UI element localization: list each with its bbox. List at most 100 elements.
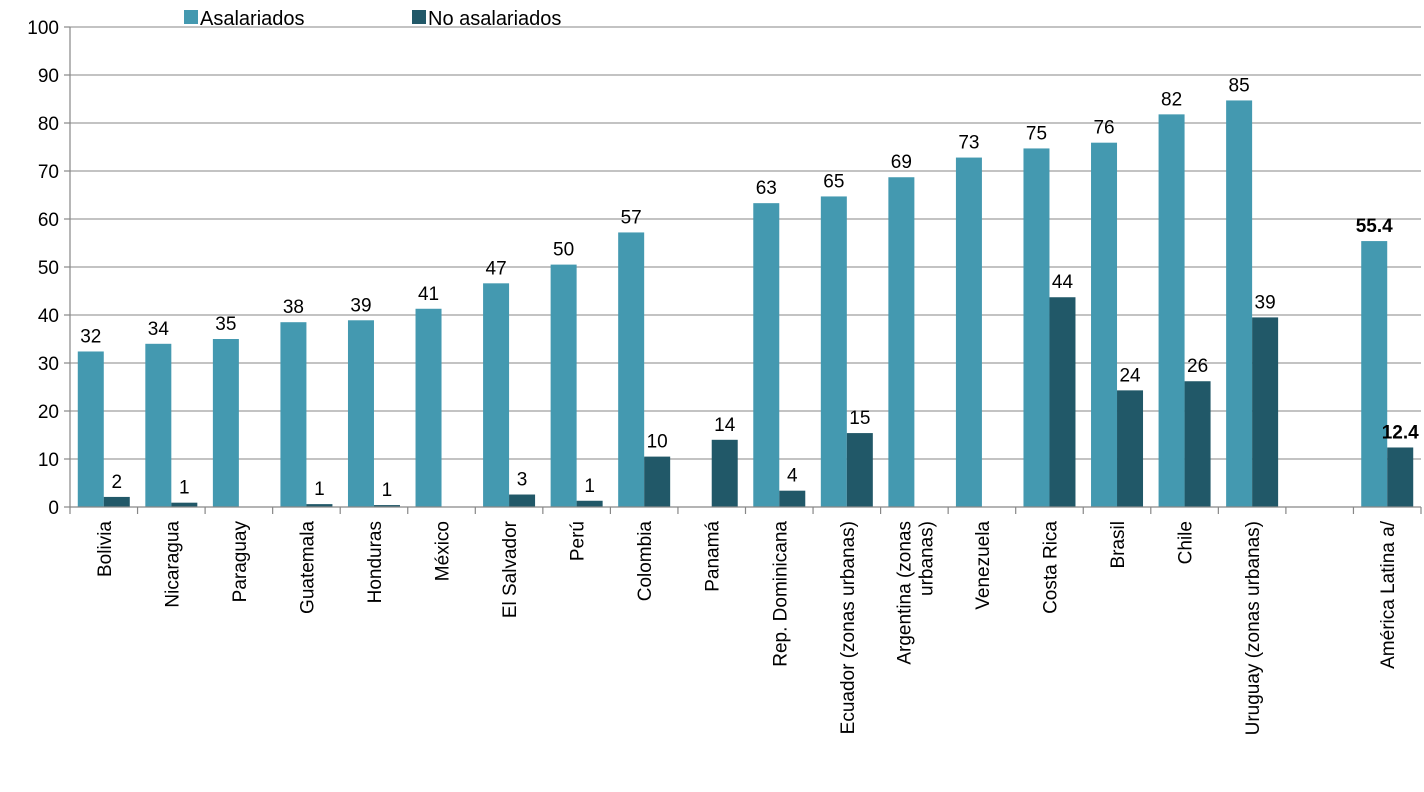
data-label-no-asalariados-honduras: 1 — [382, 480, 393, 501]
bar-asalariados-mexico — [415, 308, 442, 507]
y-tick-label-60: 60 — [38, 210, 59, 231]
bar-no-asalariados-chile — [1184, 381, 1211, 507]
data-label-no-asalariados-costa-rica: 44 — [1052, 272, 1074, 293]
category-label-paraguay: Paraguay — [230, 521, 251, 603]
category-label-mexico: México — [433, 521, 454, 581]
data-label-no-asalariados-nicaragua: 1 — [179, 478, 190, 499]
bar-no-asalariados-peru — [576, 500, 603, 507]
data-label-asalariados-ecuador-zonas-urbanas: 65 — [823, 171, 844, 192]
category-label-peru: Perú — [568, 521, 589, 561]
data-label-no-asalariados-america-latina-a: 12.4 — [1382, 422, 1419, 443]
bar-asalariados-honduras — [347, 320, 374, 507]
data-label-asalariados-colombia: 57 — [621, 207, 642, 228]
data-label-asalariados-mexico: 41 — [418, 284, 439, 305]
bar-no-asalariados-honduras — [373, 505, 400, 507]
category-label-el-salvador: El Salvador — [500, 520, 521, 618]
data-label-no-asalariados-peru: 1 — [584, 476, 595, 497]
bar-asalariados-brasil — [1091, 142, 1118, 507]
data-label-asalariados-paraguay: 35 — [215, 314, 236, 335]
bar-asalariados-peru — [550, 264, 577, 507]
x-axis-category-labels: Bolivia Nicaragua Paraguay Guatemala Hondura… — [95, 520, 1399, 735]
legend-label-no-asalariados: No asalariados — [428, 8, 561, 30]
data-label-asalariados-guatemala: 38 — [283, 297, 304, 318]
bar-asalariados-nicaragua — [145, 343, 172, 507]
bar-no-asalariados-bolivia — [103, 496, 130, 507]
category-label-america-latina-a: América Latina a/ — [1378, 520, 1399, 669]
bar-asalariados-chile — [1158, 114, 1185, 508]
data-label-no-asalariados-guatemala: 1 — [314, 479, 325, 500]
data-label-no-asalariados-uruguay-zonas-urbanas: 39 — [1255, 292, 1276, 313]
bar-asalariados-argentina-zonas-urbanas — [888, 177, 915, 508]
data-label-asalariados-chile: 82 — [1161, 89, 1182, 110]
x-axis — [69, 27, 1422, 514]
data-label-asalariados-uruguay-zonas-urbanas: 85 — [1229, 75, 1250, 96]
category-label-bolivia: Bolivia — [95, 521, 116, 577]
bar-no-asalariados-brasil — [1117, 390, 1144, 507]
bar-no-asalariados-colombia — [644, 456, 671, 507]
data-label-no-asalariados-rep-dominicana: 4 — [787, 466, 798, 487]
category-label-panama: Panamá — [703, 521, 724, 592]
category-label-argentina-zonas-urbanas-line-0: Argentina (zonas — [894, 521, 915, 665]
bar-asalariados-america-latina-a — [1361, 241, 1388, 507]
data-label-no-asalariados-bolivia: 2 — [111, 472, 122, 493]
y-tick-label-0: 0 — [48, 498, 59, 519]
y-tick-label-40: 40 — [38, 306, 59, 327]
category-label-brasil: Brasil — [1108, 521, 1129, 569]
data-label-asalariados-rep-dominicana: 63 — [756, 178, 777, 199]
legend: Asalariados No asalariados — [184, 8, 561, 30]
category-label-ecuador-zonas-urbanas: Ecuador (zonas urbanas) — [838, 521, 859, 734]
legend-swatch-no-asalariados — [412, 10, 426, 24]
y-tick-label-70: 70 — [38, 162, 59, 183]
data-label-no-asalariados-colombia: 10 — [647, 432, 668, 453]
data-label-asalariados-costa-rica: 75 — [1026, 123, 1047, 144]
gridlines — [70, 26, 1421, 508]
y-tick-label-10: 10 — [38, 450, 59, 471]
data-label-asalariados-bolivia: 32 — [80, 326, 101, 347]
category-label-uruguay-zonas-urbanas: Uruguay (zonas urbanas) — [1243, 521, 1264, 735]
bar-no-asalariados-costa-rica — [1049, 297, 1076, 507]
data-label-asalariados-honduras: 39 — [350, 295, 371, 316]
legend-swatch-asalariados — [184, 10, 198, 24]
data-label-asalariados-venezuela: 73 — [958, 133, 979, 154]
y-tick-label-30: 30 — [38, 354, 59, 375]
data-label-asalariados-brasil: 76 — [1093, 118, 1114, 139]
data-label-no-asalariados-chile: 26 — [1187, 356, 1208, 377]
legend-label-asalariados: Asalariados — [200, 8, 305, 30]
data-label-asalariados-nicaragua: 34 — [148, 319, 170, 340]
data-label-no-asalariados-brasil: 24 — [1119, 365, 1141, 386]
bar-asalariados-bolivia — [77, 351, 104, 507]
bar-asalariados-costa-rica — [1023, 148, 1050, 507]
y-axis-tick-labels: 0 10 20 30 40 50 60 70 80 90 100 — [27, 18, 70, 519]
bar-asalariados-rep-dominicana — [753, 203, 780, 507]
bar-asalariados-uruguay-zonas-urbanas — [1226, 100, 1253, 507]
y-tick-label-90: 90 — [38, 66, 59, 87]
y-tick-label-100: 100 — [27, 18, 59, 39]
category-label-nicaragua: Nicaragua — [162, 521, 183, 608]
bar-asalariados-el-salvador — [483, 283, 510, 507]
bar-asalariados-colombia — [618, 232, 645, 507]
data-label-no-asalariados-el-salvador: 3 — [517, 470, 528, 491]
category-label-rep-dominicana: Rep. Dominicana — [770, 521, 791, 667]
bar-no-asalariados-guatemala — [306, 504, 333, 507]
data-label-asalariados-el-salvador: 47 — [486, 258, 507, 279]
y-tick-label-80: 80 — [38, 114, 59, 135]
data-label-no-asalariados-panama: 14 — [714, 415, 736, 436]
category-label-chile: Chile — [1176, 521, 1197, 564]
data-label-asalariados-argentina-zonas-urbanas: 69 — [891, 152, 912, 173]
bar-asalariados-ecuador-zonas-urbanas — [820, 196, 847, 507]
category-label-costa-rica: Costa Rica — [1040, 521, 1061, 614]
data-label-asalariados-peru: 50 — [553, 240, 574, 261]
category-label-argentina-zonas-urbanas-line-1: urbanas) — [916, 521, 937, 596]
bar-no-asalariados-uruguay-zonas-urbanas — [1252, 317, 1279, 507]
category-label-guatemala: Guatemala — [297, 521, 318, 614]
bar-no-asalariados-rep-dominicana — [779, 490, 806, 507]
bar-no-asalariados-panama — [711, 439, 738, 507]
y-tick-label-20: 20 — [38, 402, 59, 423]
y-tick-label-50: 50 — [38, 258, 59, 279]
bar-no-asalariados-nicaragua — [171, 502, 198, 507]
category-label-colombia: Colombia — [635, 521, 656, 602]
category-label-venezuela: Venezuela — [973, 521, 994, 610]
data-label-no-asalariados-ecuador-zonas-urbanas: 15 — [849, 408, 870, 429]
